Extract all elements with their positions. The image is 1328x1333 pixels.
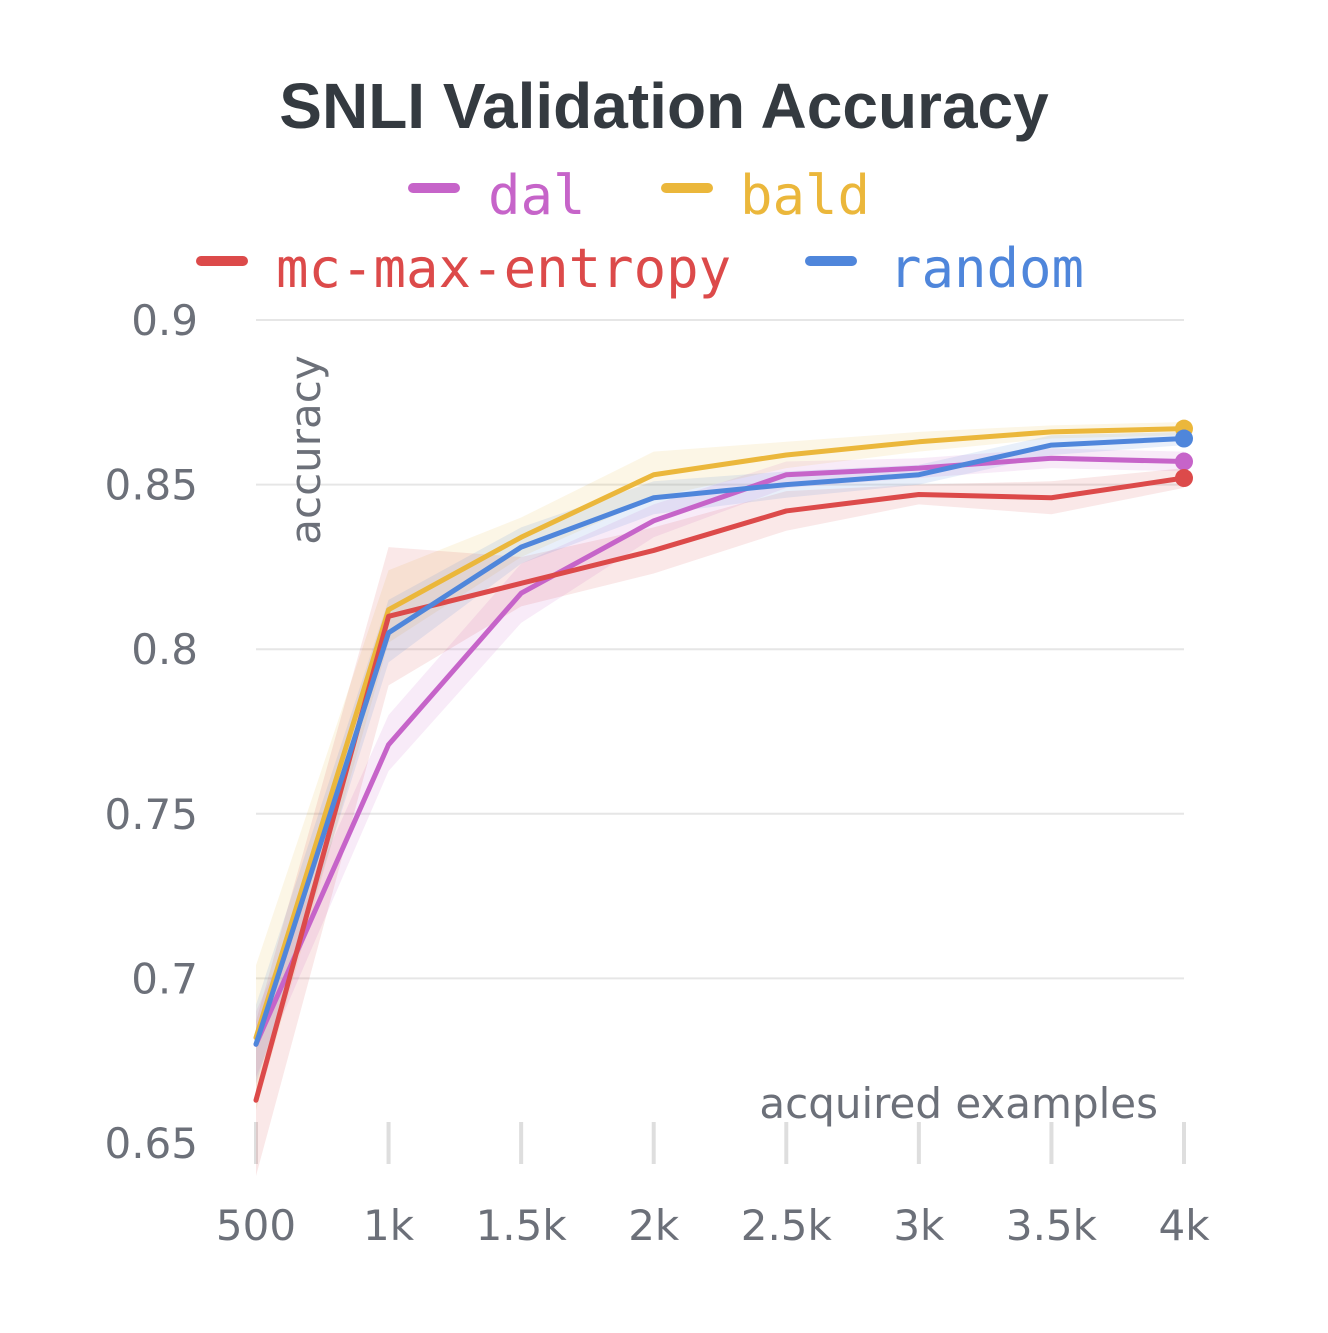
legend-item-dal[interactable]: dal: [408, 164, 586, 227]
y-axis-ticks: 0.65 0.7 0.75 0.8 0.85 0.9: [104, 296, 198, 1168]
legend-item-mc-max-entropy[interactable]: mc-max-entropy: [196, 237, 731, 300]
y-tick-label-0-75: 0.75: [104, 790, 198, 839]
x-tick-label-500: 500: [216, 1201, 296, 1250]
band-mc-max-entropy: [256, 468, 1184, 1176]
x-axis-ticks: 500 1k 1.5k 2k 2.5k 3k 3.5k 4k: [216, 1122, 1210, 1250]
end-points: [1175, 419, 1193, 488]
y-tick-label-0-7: 0.7: [131, 954, 198, 1003]
legend-label-bald: bald: [740, 164, 870, 227]
y-tick-label-0-65: 0.65: [104, 1119, 198, 1168]
series-lines: [253, 426, 1187, 1103]
gridlines: [256, 319, 1184, 980]
legend-label-random: random: [889, 237, 1084, 300]
legend-item-bald[interactable]: bald: [661, 164, 870, 227]
confidence-bands: [256, 422, 1184, 1176]
band-dal: [256, 448, 1184, 1078]
x-tick-label-1k: 1k: [363, 1201, 415, 1250]
series-line-bald[interactable]: [253, 426, 1187, 1041]
y-tick-label-0-8: 0.8: [131, 625, 198, 674]
end-point-random[interactable]: [1175, 429, 1193, 448]
legend-label-dal: dal: [488, 164, 586, 227]
series-line-dal[interactable]: [253, 455, 1187, 1047]
y-tick-label-0-9: 0.9: [131, 296, 198, 345]
legend: dal bald mc-max-entropy random: [196, 164, 1084, 300]
series-line-mc-max-entropy[interactable]: [253, 475, 1187, 1103]
x-axis-title: acquired examples: [759, 1079, 1158, 1128]
x-tick-label-2-5k: 2.5k: [741, 1201, 833, 1250]
legend-label-mc-max-entropy: mc-max-entropy: [276, 237, 731, 300]
x-tick-label-1-5k: 1.5k: [476, 1201, 568, 1250]
end-point-mc-max-entropy[interactable]: [1175, 469, 1193, 488]
x-tick-label-3-5k: 3.5k: [1006, 1201, 1098, 1250]
series-line-random[interactable]: [253, 436, 1187, 1047]
legend-item-random[interactable]: random: [805, 237, 1084, 300]
chart-title: SNLI Validation Accuracy: [279, 70, 1049, 142]
x-tick-label-2k: 2k: [628, 1201, 680, 1250]
x-tick-label-4k: 4k: [1158, 1201, 1210, 1250]
end-point-dal[interactable]: [1175, 452, 1193, 471]
y-tick-label-0-85: 0.85: [104, 461, 198, 510]
x-tick-label-3k: 3k: [893, 1201, 945, 1250]
y-axis-title: accuracy: [281, 355, 330, 545]
